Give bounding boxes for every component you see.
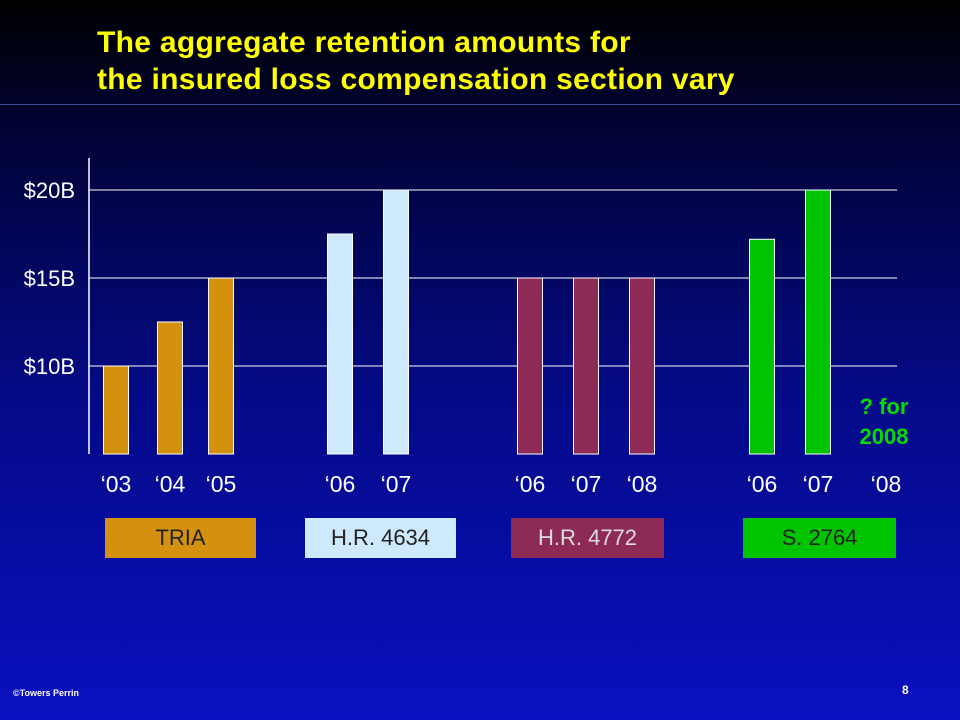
bar-group2-2 [629,277,655,455]
slide-title-line-2: the insured loss compensation section va… [97,63,735,96]
slide-title-line-1: The aggregate retention amounts for [97,26,631,59]
bar-group0-1 [157,321,183,455]
bar-group2-0 [517,277,543,455]
bar-group0-0 [103,365,129,455]
slide-title: The aggregate retention amounts for the … [97,24,735,98]
annotation-2008: ? for 2008 [844,392,924,452]
y-tick-label-1: $15B [24,266,75,291]
legend-box-3: S. 2764 [743,518,896,558]
page-number: 8 [902,683,909,697]
x-tick-label-group0-2: ‘05 [206,471,237,497]
bar-group1-0 [327,233,353,455]
x-tick-label-group3-0: ‘06 [747,471,778,497]
y-tick-label-2: $20B [24,178,75,203]
bar-group3-1 [805,189,831,455]
bar-group2-1 [573,277,599,455]
x-tick-label-group2-2: ‘08 [627,471,658,497]
annotation-line-1: ? for [859,394,909,419]
legend-box-2: H.R. 4772 [511,518,664,558]
x-tick-label-group3-1: ‘07 [803,471,834,497]
annotation-line-2: 2008 [859,424,909,449]
x-tick-label-group2-1: ‘07 [571,471,602,497]
legend-box-0: TRIA [105,518,256,558]
legend-box-1: H.R. 4634 [305,518,456,558]
x-tick-label-group0-1: ‘04 [155,471,186,497]
footer-copyright: ©Towers Perrin [13,688,79,698]
bar-group0-2 [208,277,234,455]
x-tick-label-group3-2: ‘08 [871,471,902,497]
bar-group3-0 [749,238,775,455]
bar-group1-1 [383,189,409,455]
title-divider [0,104,960,105]
y-tick-label-0: $10B [24,354,75,379]
x-tick-label-group0-0: ‘03 [101,471,132,497]
x-tick-label-group2-0: ‘06 [515,471,546,497]
x-tick-label-group1-0: ‘06 [325,471,356,497]
x-tick-label-group1-1: ‘07 [381,471,412,497]
